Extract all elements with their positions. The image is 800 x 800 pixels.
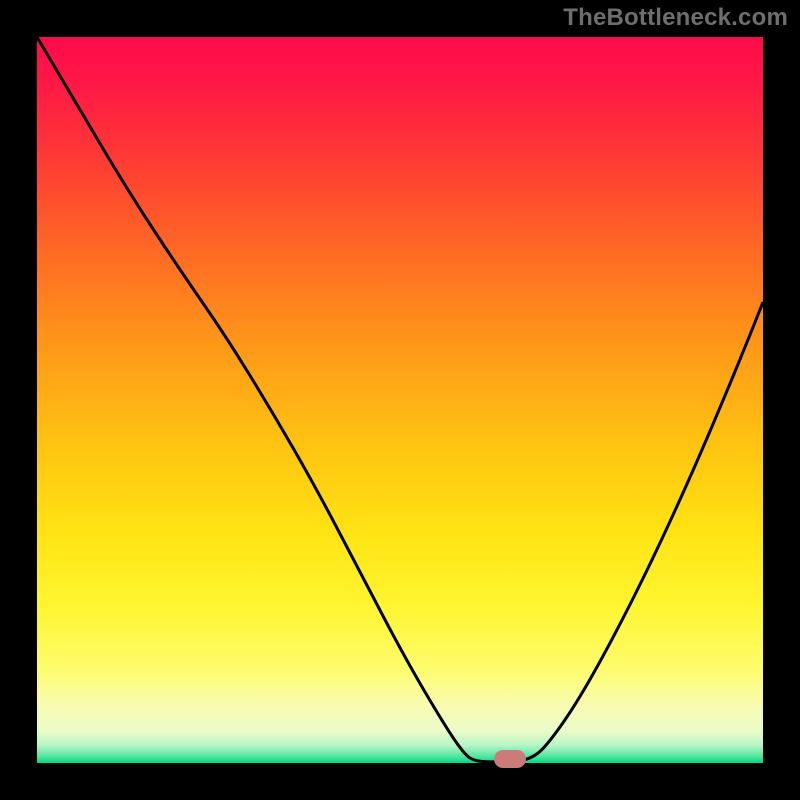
- bottleneck-curve: [0, 0, 800, 800]
- optimal-point-marker: [494, 750, 526, 768]
- watermark-text: TheBottleneck.com: [563, 4, 788, 32]
- chart-container: { "meta": { "width": 800, "height": 800,…: [0, 0, 800, 800]
